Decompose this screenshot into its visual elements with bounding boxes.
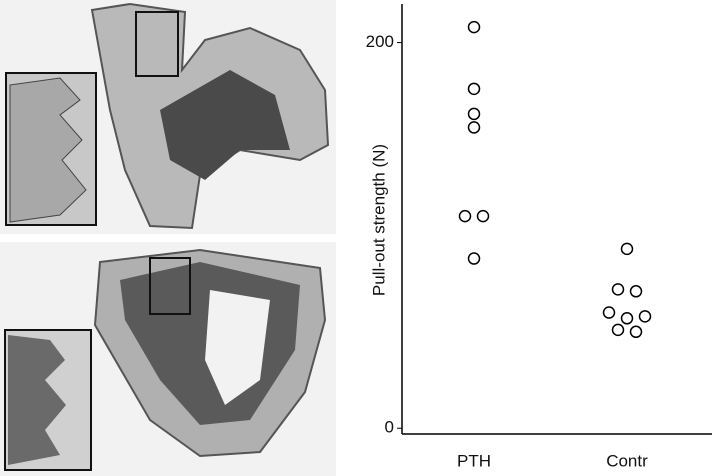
y-axis-label: Pull-out strength (N) [369,144,388,296]
x-tick-label: PTH [457,451,491,470]
point [629,325,643,339]
point [467,121,481,134]
point [467,252,481,265]
point [458,209,472,223]
point [638,310,652,323]
point [602,306,616,319]
point [476,209,490,223]
micrograph-bottom [0,242,336,476]
micrograph-top [0,0,336,234]
point [629,285,643,298]
point [467,20,481,34]
point [611,323,625,337]
point [611,283,625,296]
point [467,107,481,121]
x-tick-label: Contr [606,451,648,470]
point [620,312,634,325]
y-tick-label: 200 [366,32,394,51]
point [467,82,481,96]
point [620,242,634,256]
y-tick-label: 0 [385,418,394,437]
